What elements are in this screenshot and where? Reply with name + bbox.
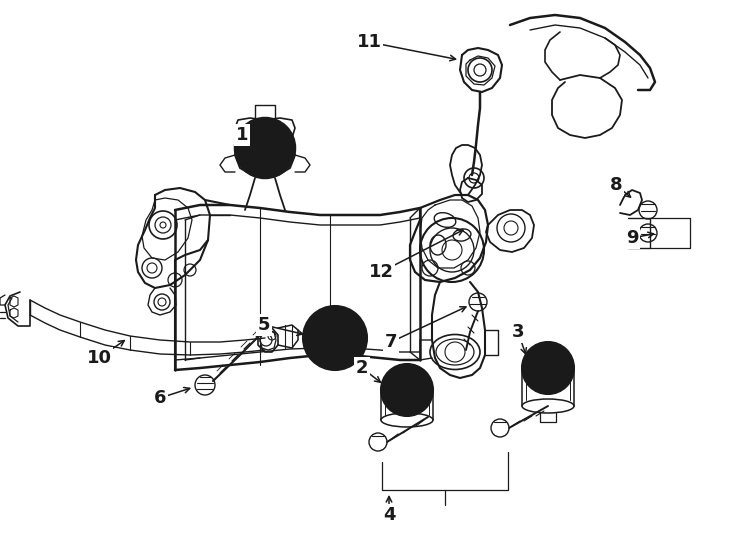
Text: 1: 1	[236, 126, 248, 144]
Circle shape	[303, 306, 367, 370]
Text: 11: 11	[357, 33, 382, 51]
Circle shape	[381, 364, 433, 416]
Text: 12: 12	[368, 263, 393, 281]
Text: 2: 2	[356, 359, 368, 377]
Text: 9: 9	[626, 229, 639, 247]
Text: 6: 6	[153, 389, 166, 407]
Text: 3: 3	[512, 323, 524, 341]
Circle shape	[522, 342, 574, 394]
Text: 4: 4	[382, 506, 395, 524]
Text: 10: 10	[87, 349, 112, 367]
Text: 8: 8	[610, 176, 622, 194]
Text: 5: 5	[258, 316, 270, 334]
Circle shape	[235, 118, 295, 178]
Text: 7: 7	[385, 333, 397, 351]
